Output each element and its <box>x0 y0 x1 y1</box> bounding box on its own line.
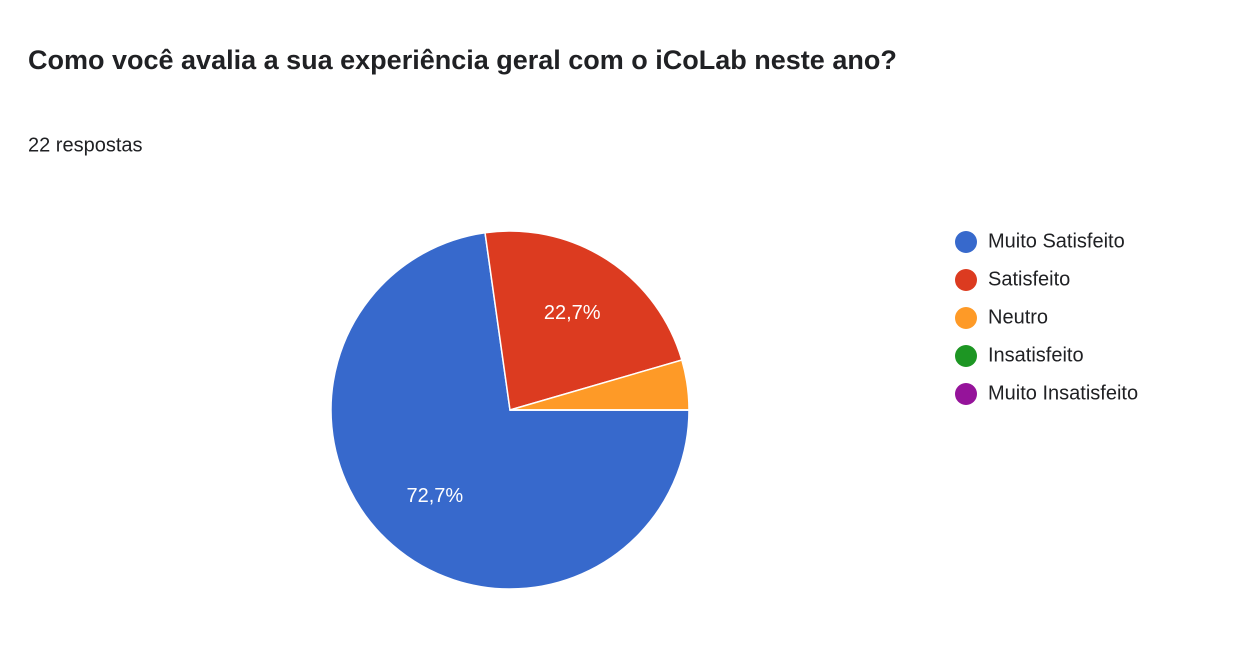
legend-swatch <box>955 269 977 291</box>
legend-swatch <box>955 307 977 329</box>
slice-label: 22,7% <box>544 302 601 324</box>
legend-label: Insatisfeito <box>988 344 1084 366</box>
legend-label: Neutro <box>988 306 1048 328</box>
slice-label: 72,7% <box>406 485 463 507</box>
chart-subtitle: 22 respostas <box>28 134 143 156</box>
legend-label: Muito Insatisfeito <box>988 382 1138 404</box>
pie-slice <box>484 230 683 411</box>
pie-slice <box>330 231 690 590</box>
chart-title: Como você avalia a sua experiência geral… <box>28 45 897 75</box>
legend-label: Satisfeito <box>988 268 1070 290</box>
legend-swatch <box>955 231 977 253</box>
legend-swatch <box>955 383 977 405</box>
legend-swatch <box>955 345 977 367</box>
legend-label: Muito Satisfeito <box>988 230 1125 252</box>
